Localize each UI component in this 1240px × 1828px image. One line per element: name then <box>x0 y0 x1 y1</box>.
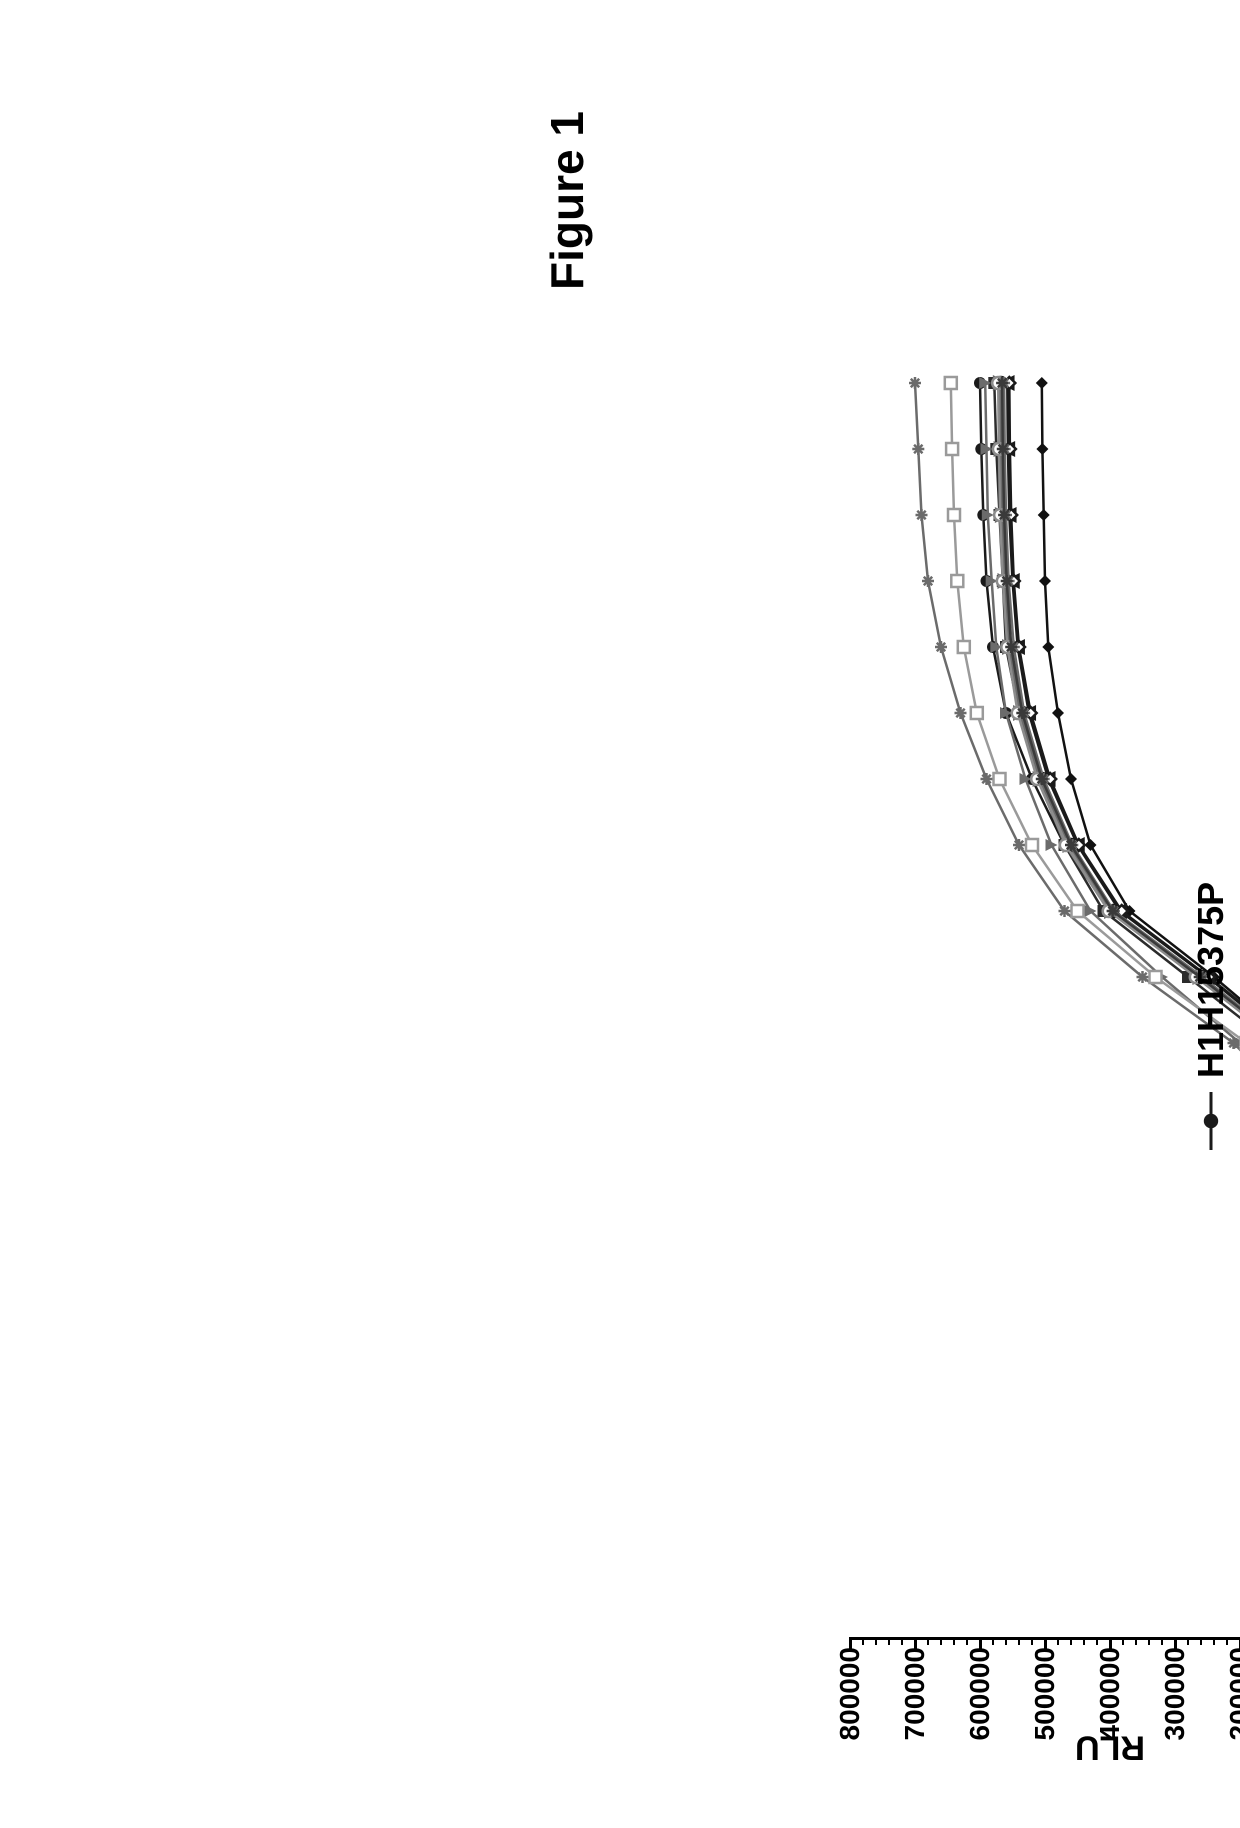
series-marker <box>971 707 983 719</box>
y-tick-minor <box>1200 1637 1202 1645</box>
series-layer <box>850 317 1240 1637</box>
series-marker <box>916 509 928 521</box>
y-tick-minor <box>862 1637 864 1645</box>
series-marker <box>1039 575 1051 587</box>
y-tick-minor <box>1096 1637 1098 1645</box>
y-tick-minor <box>927 1637 929 1645</box>
series-marker <box>1137 971 1149 983</box>
y-tick-minor <box>901 1637 903 1645</box>
legend-item: H1H15375P <box>1190 820 1232 1150</box>
chart-container: RLU log [M] mAb 010000020000030000040000… <box>810 180 1240 1780</box>
series-marker <box>994 773 1006 785</box>
series-marker <box>1150 971 1162 983</box>
y-tick-minor <box>875 1637 877 1645</box>
series-marker <box>909 377 921 389</box>
series-marker <box>1052 707 1064 719</box>
series-marker <box>998 509 1010 521</box>
y-tick-minor <box>1070 1637 1072 1645</box>
series-marker <box>981 773 993 785</box>
y-tick-label: 500000 <box>1029 1647 1061 1740</box>
series-marker <box>1072 905 1084 917</box>
series-marker <box>948 509 960 521</box>
legend-label: H1H15375P <box>1190 882 1232 1078</box>
series-marker <box>1036 377 1048 389</box>
series-marker <box>922 575 934 587</box>
y-tick-minor <box>966 1637 968 1645</box>
series-marker <box>1065 839 1077 851</box>
y-tick-minor <box>1161 1637 1163 1645</box>
series-marker <box>951 575 963 587</box>
series-marker <box>1005 641 1017 653</box>
series-marker <box>1046 839 1058 851</box>
series-marker <box>958 641 970 653</box>
series-marker <box>912 443 924 455</box>
y-tick-minor <box>1005 1637 1007 1645</box>
y-tick-minor <box>1148 1637 1150 1645</box>
y-tick-minor <box>992 1637 994 1645</box>
series-marker <box>1036 443 1048 455</box>
y-tick-minor <box>1135 1637 1137 1645</box>
series-marker <box>997 443 1009 455</box>
legend-swatch <box>1202 1092 1220 1150</box>
legend: H1H15375PH1H15376PH1H15377PH1H15378PH1H1… <box>1190 820 1240 1150</box>
series-marker <box>945 377 957 389</box>
y-tick-minor <box>1226 1637 1228 1645</box>
y-tick-label: 700000 <box>899 1647 931 1740</box>
series-marker <box>1059 905 1071 917</box>
series-marker <box>955 707 967 719</box>
y-tick-minor <box>1213 1637 1215 1645</box>
y-tick-minor <box>1083 1637 1085 1645</box>
series-marker <box>946 443 958 455</box>
y-tick-minor <box>940 1637 942 1645</box>
series-marker <box>1016 707 1028 719</box>
series-marker <box>935 641 947 653</box>
y-tick-minor <box>1018 1637 1020 1645</box>
y-tick-label: 300000 <box>1159 1647 1191 1740</box>
y-tick-minor <box>953 1637 955 1645</box>
y-tick-label: 600000 <box>964 1647 996 1740</box>
y-tick-minor <box>888 1637 890 1645</box>
figure-title: Figure 1 <box>540 111 594 290</box>
series-marker <box>1065 773 1077 785</box>
series-marker <box>1107 905 1119 917</box>
y-tick-minor <box>1122 1637 1124 1645</box>
series-marker <box>996 377 1008 389</box>
series-marker <box>1038 509 1050 521</box>
y-tick-minor <box>1187 1637 1189 1645</box>
plot-area: RLU log [M] mAb 010000020000030000040000… <box>850 317 1240 1640</box>
y-tick-label: 200000 <box>1224 1647 1240 1740</box>
series-marker <box>1001 575 1013 587</box>
figure-stage: Figure 1 RLU log [M] mAb 010000020000030… <box>0 0 1240 1828</box>
y-tick-minor <box>1031 1637 1033 1645</box>
series-marker <box>1042 641 1054 653</box>
y-tick-label: 400000 <box>1094 1647 1126 1740</box>
y-tick-minor <box>1057 1637 1059 1645</box>
series-marker <box>1026 839 1038 851</box>
y-tick-label: 800000 <box>834 1647 866 1740</box>
